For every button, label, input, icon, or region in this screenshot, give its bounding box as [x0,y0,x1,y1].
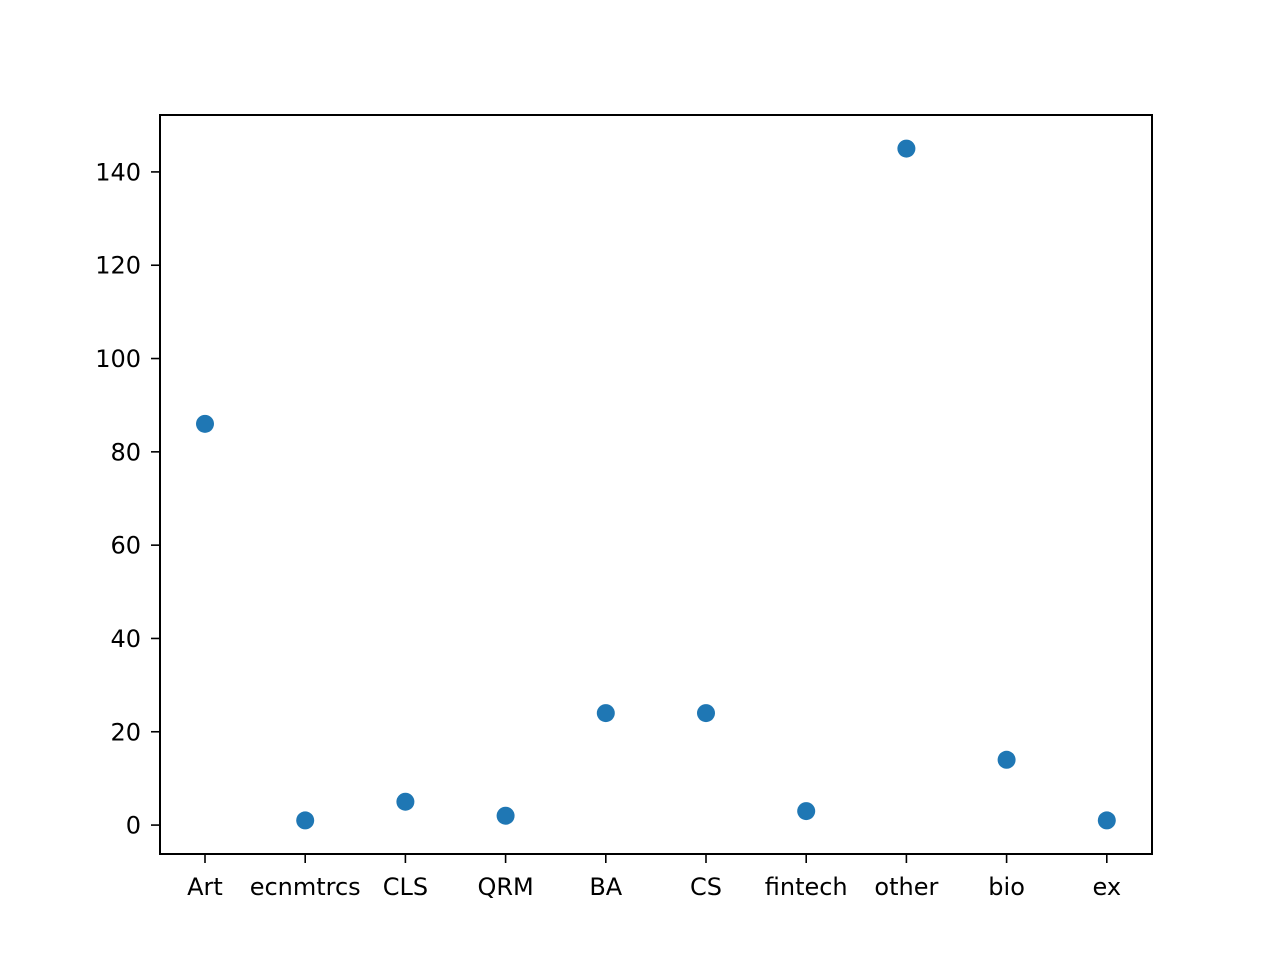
y-tick-label: 120 [95,252,141,280]
x-tick-label: CS [690,873,722,901]
data-point-qrm [496,806,515,825]
y-tick-label: 20 [110,718,141,746]
data-point-ex [1097,811,1116,830]
data-point-cls [396,792,415,811]
y-tick-label: 100 [95,345,141,373]
y-tick-label: 80 [110,438,141,466]
y-tick-label: 0 [126,812,141,840]
x-tick-label: ecnmtrcs [250,873,361,901]
y-axis: 0 20 40 60 80 100 120 140 [95,158,160,840]
data-point-fintech [797,802,816,821]
data-point-other [897,139,916,158]
data-point-cs [697,704,715,723]
x-tick-label: other [874,873,938,901]
y-tick-label: 40 [110,625,141,653]
y-tick-label: 60 [110,532,141,560]
data-point-art [196,414,214,433]
x-tick-label: CLS [383,873,428,901]
x-tick-label: QRM [477,873,533,901]
x-tick-label: BA [589,873,622,901]
x-axis: Art ecnmtrcs CLS QRM BA CS fintech other bio ex [187,854,1121,901]
x-tick-label: Art [187,873,223,901]
data-point-bio [997,750,1016,769]
x-tick-label: fintech [765,873,848,901]
data-points [196,139,1116,830]
y-tick-label: 140 [95,158,141,186]
data-point-ecnmtrcs [296,811,315,830]
axes-frame [159,114,1153,855]
x-tick-label: ex [1093,873,1122,901]
x-tick-label: bio [988,873,1025,901]
data-point-ba [596,704,615,723]
